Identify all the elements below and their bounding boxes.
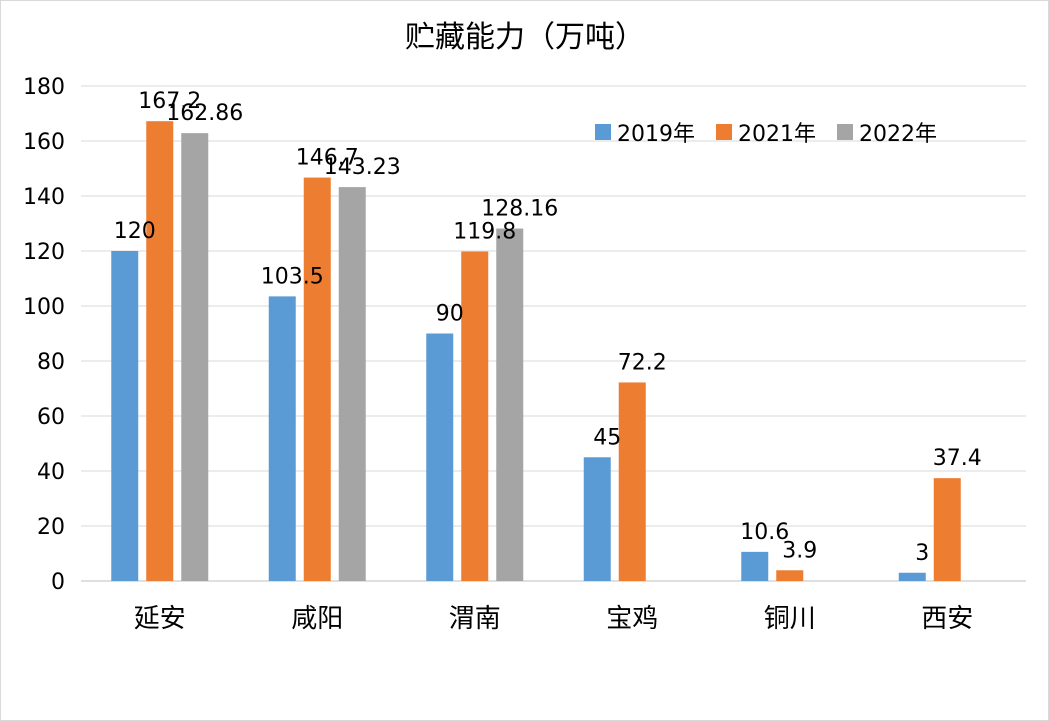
data-label: 128.16 bbox=[481, 197, 558, 222]
data-label: 72.2 bbox=[618, 350, 667, 375]
legend: 2019年 2021年 2022年 bbox=[595, 122, 937, 147]
legend-label: 2022年 bbox=[859, 122, 937, 147]
legend-label: 2019年 bbox=[617, 122, 695, 147]
data-label: 3 bbox=[915, 541, 929, 566]
bar-2022年-渭南 bbox=[496, 228, 524, 581]
bar-2019年-延安 bbox=[111, 251, 139, 581]
data-label: 45 bbox=[593, 425, 621, 450]
y-tick-label: 20 bbox=[37, 515, 65, 540]
x-category-label: 西安 bbox=[921, 604, 973, 634]
chart-title: 贮藏能力（万吨） bbox=[405, 20, 645, 55]
bar-2019年-西安 bbox=[898, 572, 926, 581]
data-label: 3.9 bbox=[782, 538, 817, 563]
bar-2019年-宝鸡 bbox=[583, 457, 611, 581]
bar-2021年-西安 bbox=[933, 478, 961, 581]
y-tick-label: 0 bbox=[51, 570, 65, 595]
x-category-label: 宝鸡 bbox=[606, 604, 658, 634]
bar-2021年-渭南 bbox=[461, 251, 489, 582]
bar-2021年-咸阳 bbox=[303, 177, 331, 581]
bar-2021年-宝鸡 bbox=[618, 382, 646, 581]
y-tick-label: 80 bbox=[37, 350, 65, 375]
x-category-label: 渭南 bbox=[449, 604, 501, 634]
bar-2021年-铜川 bbox=[776, 570, 804, 581]
data-label: 143.23 bbox=[324, 155, 401, 180]
x-category-label: 铜川 bbox=[764, 604, 816, 634]
bar-2021年-延安 bbox=[146, 121, 174, 581]
legend-swatch bbox=[595, 124, 611, 140]
gridlines bbox=[81, 85, 1026, 582]
data-label: 90 bbox=[436, 302, 464, 327]
legend-swatch bbox=[837, 124, 853, 140]
y-tick-label: 60 bbox=[37, 405, 65, 430]
x-category-label: 延安 bbox=[134, 604, 186, 634]
y-tick-label: 160 bbox=[23, 130, 65, 155]
legend-swatch bbox=[716, 124, 732, 140]
bar-2019年-渭南 bbox=[426, 333, 454, 581]
bars bbox=[111, 121, 961, 582]
data-label: 120 bbox=[114, 219, 156, 244]
data-label: 162.86 bbox=[166, 101, 243, 126]
y-tick-label: 120 bbox=[23, 240, 65, 265]
data-label: 146.7 bbox=[296, 146, 359, 171]
bar-2019年-铜川 bbox=[741, 551, 769, 581]
bar-2022年-咸阳 bbox=[338, 187, 366, 581]
legend-label: 2021年 bbox=[738, 122, 816, 147]
x-category-label: 咸阳 bbox=[291, 604, 343, 634]
y-tick-label: 180 bbox=[23, 75, 65, 100]
data-label: 119.8 bbox=[453, 220, 516, 245]
bar-2022年-延安 bbox=[181, 133, 209, 581]
data-label: 103.5 bbox=[261, 264, 324, 289]
bar-2019年-咸阳 bbox=[268, 296, 296, 581]
y-tick-label: 140 bbox=[23, 185, 65, 210]
data-label: 167.2 bbox=[138, 89, 201, 114]
data-label: 10.6 bbox=[740, 520, 789, 545]
y-tick-label: 100 bbox=[23, 295, 65, 320]
y-tick-label: 40 bbox=[37, 460, 65, 485]
axes: 0 20 40 60 80 100 120 140 160 180 延安 咸阳 渭南 宝鸡 铜川 西安 bbox=[23, 75, 973, 634]
data-label: 37.4 bbox=[933, 446, 982, 471]
